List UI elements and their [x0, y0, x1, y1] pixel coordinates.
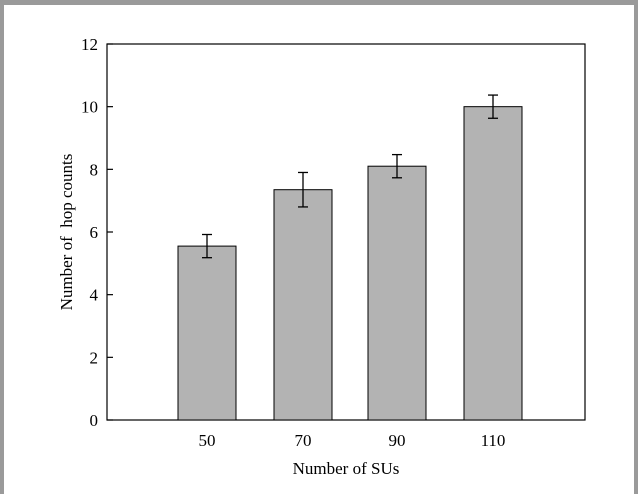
- x-tick-label: 50: [199, 431, 216, 450]
- x-axis-label: Number of SUs: [293, 459, 400, 478]
- bar-50: [177, 245, 237, 421]
- x-tick-label: 110: [481, 431, 506, 450]
- x-tick-label: 90: [389, 431, 406, 450]
- x-tick-label: 70: [295, 431, 312, 450]
- y-tick-label: 4: [90, 286, 99, 305]
- y-tick-label: 0: [90, 411, 99, 430]
- y-tick-label: 2: [90, 348, 99, 367]
- bar-90: [367, 165, 427, 421]
- bars-group: [177, 106, 523, 421]
- y-tick-label: 12: [81, 35, 98, 54]
- bar-70: [273, 189, 333, 421]
- error-bars-group: [202, 94, 498, 259]
- y-axis-label: Number of hop counts: [57, 154, 76, 311]
- x-axis: 50 70 90 110: [199, 431, 506, 450]
- y-tick-label: 6: [90, 223, 99, 242]
- bar-110: [463, 106, 523, 421]
- y-tick-label: 8: [90, 160, 99, 179]
- y-tick-label: 10: [81, 98, 98, 117]
- y-axis: 0 2 4 6 8 10 12: [81, 35, 113, 430]
